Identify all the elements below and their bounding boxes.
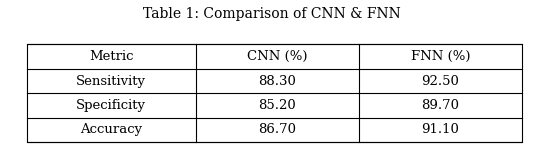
Text: 89.70: 89.70 [422, 99, 460, 112]
Text: Sensitivity: Sensitivity [76, 75, 146, 87]
Text: Metric: Metric [89, 50, 134, 63]
Text: 92.50: 92.50 [422, 75, 460, 87]
Text: Specificity: Specificity [76, 99, 146, 112]
Text: CNN (%): CNN (%) [247, 50, 307, 63]
Text: 91.10: 91.10 [422, 123, 460, 136]
Text: 85.20: 85.20 [258, 99, 296, 112]
Text: FNN (%): FNN (%) [411, 50, 471, 63]
Text: 88.30: 88.30 [258, 75, 296, 87]
Text: Accuracy: Accuracy [81, 123, 143, 136]
Text: 86.70: 86.70 [258, 123, 296, 136]
Text: Table 1: Comparison of CNN & FNN: Table 1: Comparison of CNN & FNN [143, 7, 401, 21]
Bar [27, 44, 522, 142]
